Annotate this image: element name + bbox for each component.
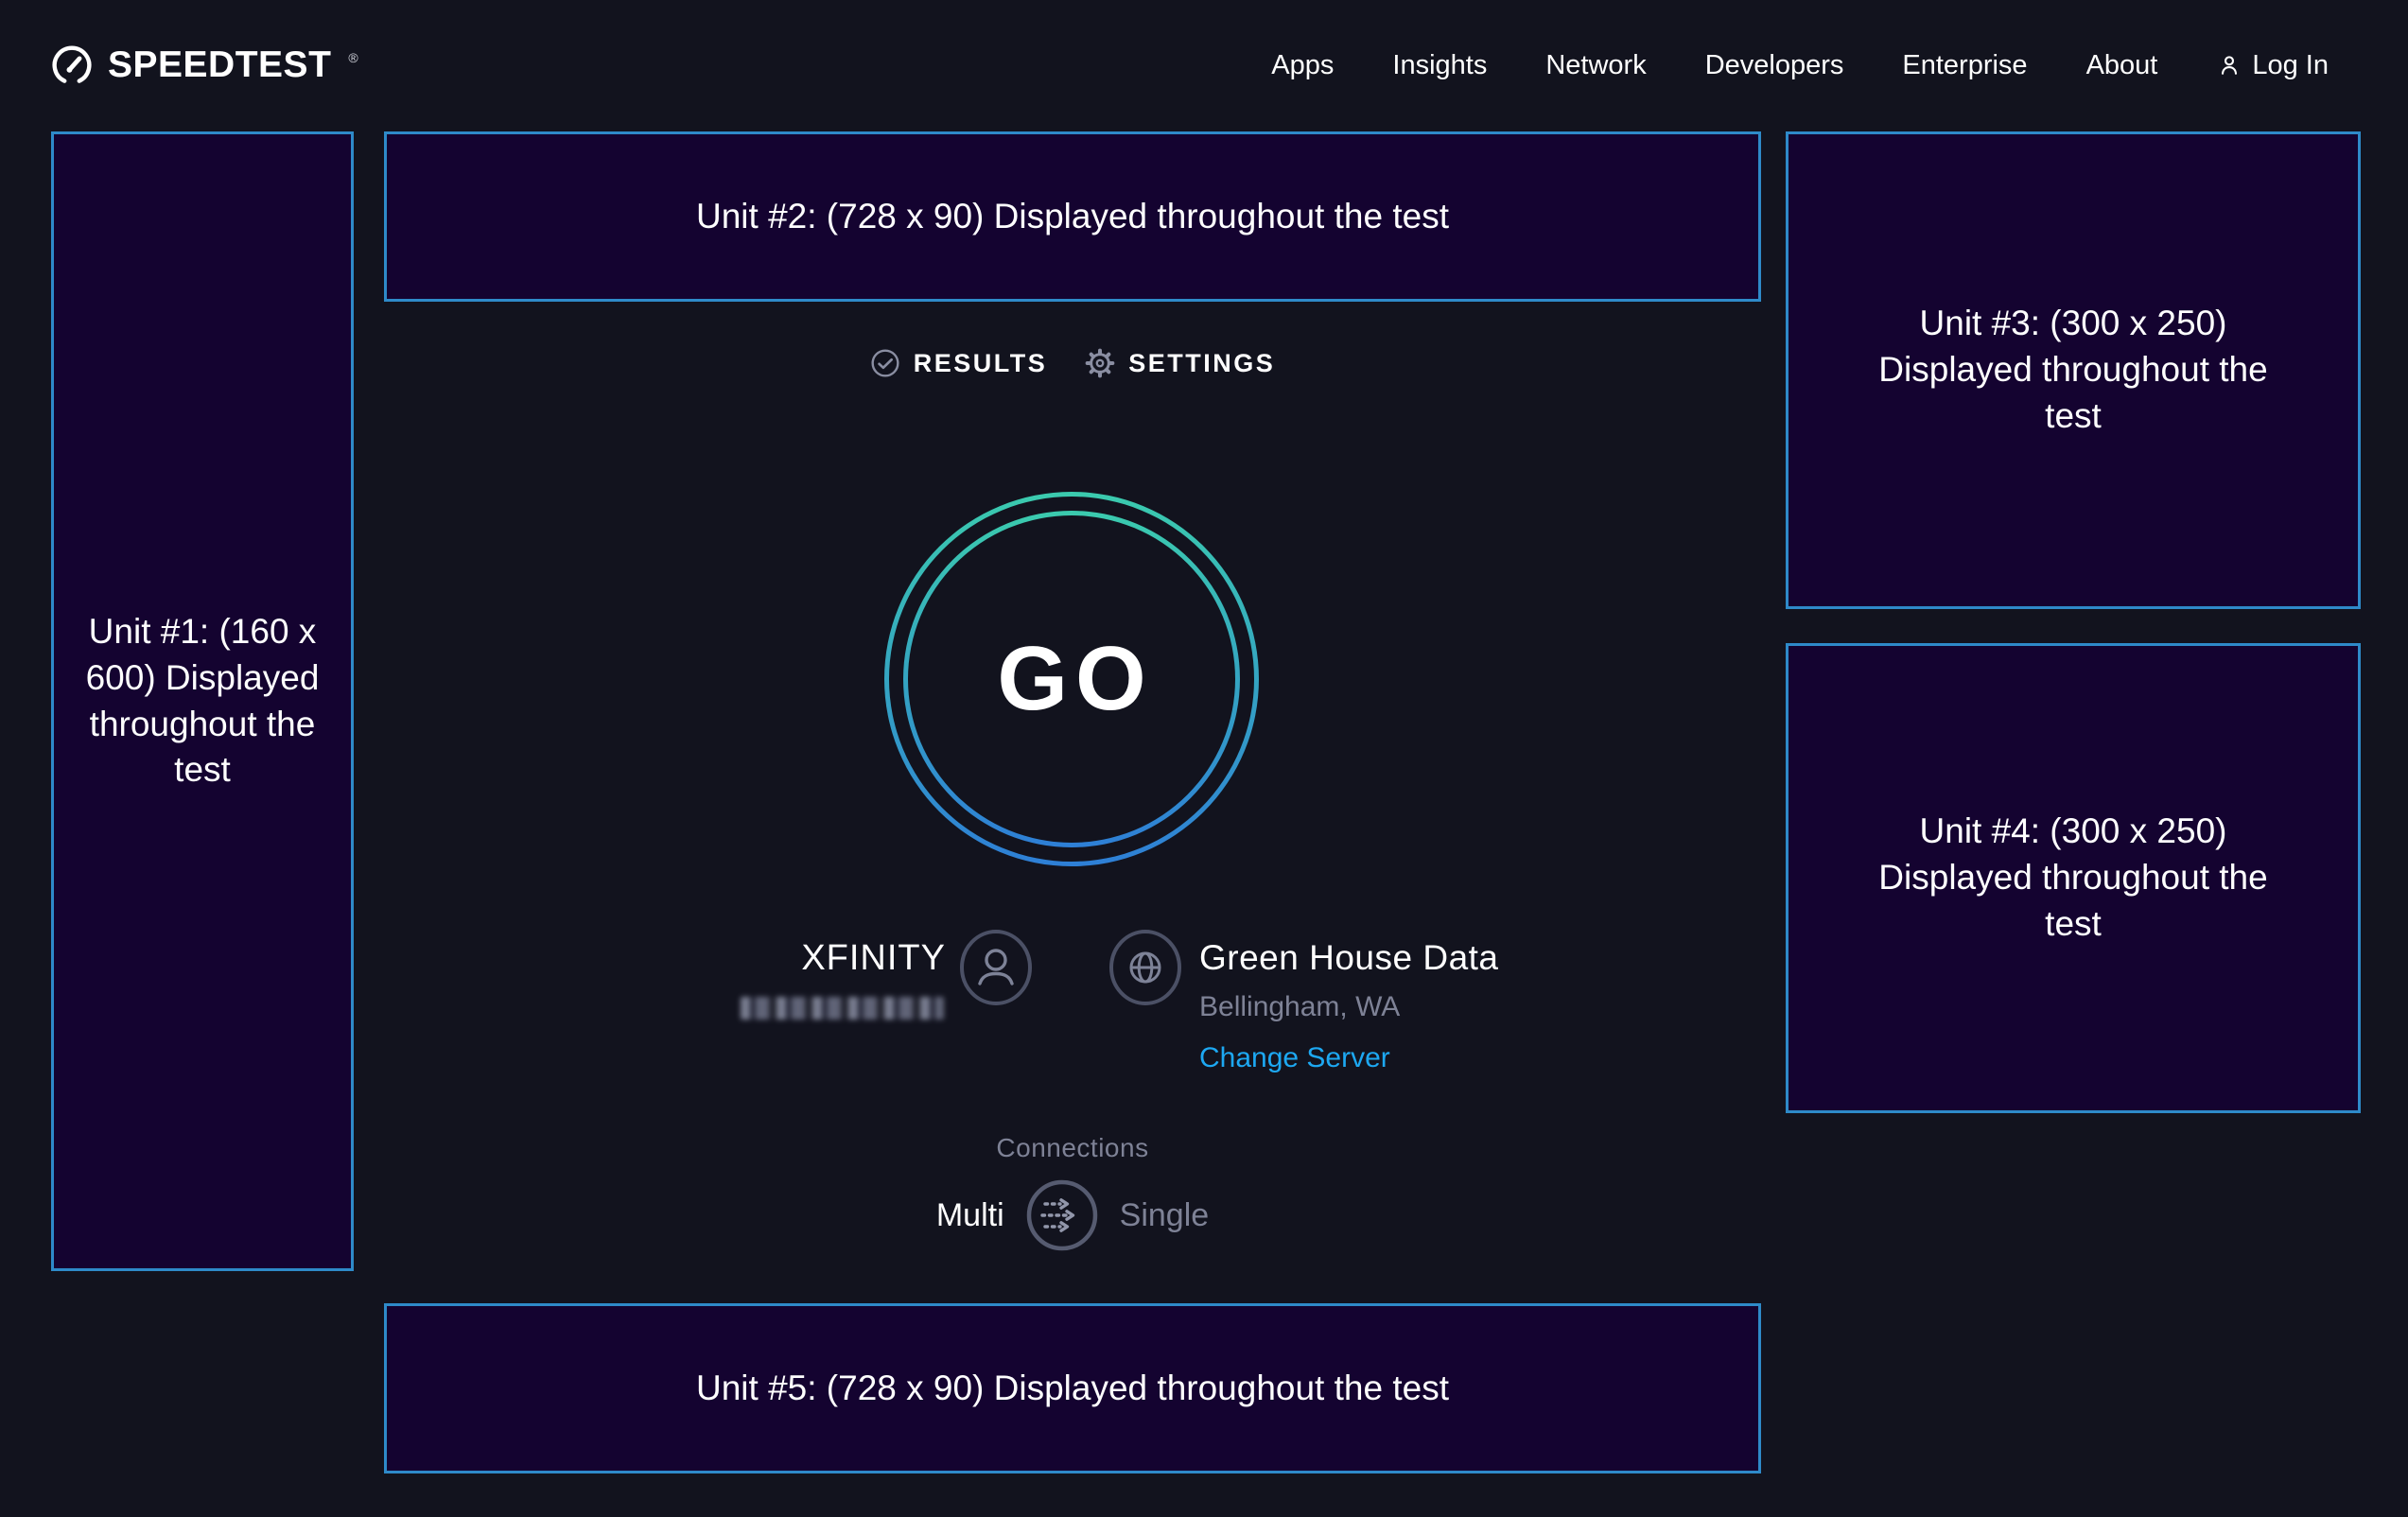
server-info: Green House Data Bellingham, WA Change S… — [1199, 938, 1499, 1074]
tab-settings[interactable]: SETTINGS — [1085, 348, 1275, 378]
ad-unit-5-label: Unit #5: (728 x 90) Displayed throughout… — [696, 1368, 1449, 1407]
server-location: Bellingham, WA — [1199, 991, 1401, 1022]
tab-bar: RESULTS SETTINGS — [384, 348, 1761, 378]
ad-unit-2-label: Unit #2: (728 x 90) Displayed throughout… — [696, 196, 1449, 235]
connections-toggle: Multi Single — [384, 1178, 1761, 1252]
server-globe-icon[interactable] — [1108, 929, 1182, 1006]
nav-item-apps[interactable]: Apps — [1271, 49, 1335, 80]
nav-item-enterprise[interactable]: Enterprise — [1902, 49, 2028, 80]
tab-settings-label: SETTINGS — [1128, 348, 1276, 377]
nav-item-network[interactable]: Network — [1545, 49, 1647, 80]
server-name: Green House Data — [1199, 938, 1499, 977]
change-server-link[interactable]: Change Server — [1199, 1042, 1390, 1073]
ad-unit-3[interactable]: Unit #3: (300 x 250) Displayed throughou… — [1786, 131, 2361, 609]
ad-unit-4-label: Unit #4: (300 x 250) Displayed throughou… — [1878, 811, 2268, 943]
connections-multi-option[interactable]: Multi — [935, 1196, 1004, 1233]
isp-name: XFINITY — [801, 938, 946, 978]
go-button[interactable]: GO — [884, 492, 1259, 866]
tab-results[interactable]: RESULTS — [870, 348, 1048, 378]
top-nav: SPEEDTEST ® Apps Insights Network Develo… — [0, 0, 2408, 131]
go-button-label: GO — [997, 628, 1154, 729]
speedtest-logo[interactable]: SPEEDTEST ® — [51, 44, 358, 86]
nav-item-about[interactable]: About — [2085, 49, 2158, 80]
isp-user-icon — [960, 930, 1032, 1005]
multi-connection-icon[interactable] — [1025, 1178, 1099, 1252]
go-inner-ring — [903, 511, 1240, 847]
connections-single-option[interactable]: Single — [1119, 1196, 1210, 1233]
isp-details-redacted — [741, 997, 944, 1020]
ad-unit-3-label: Unit #3: (300 x 250) Displayed throughou… — [1878, 304, 2268, 435]
connections-label: Connections — [996, 1133, 1149, 1162]
nav-menu: Apps Insights Network Developers Enterpr… — [1271, 50, 2329, 81]
nav-item-insights[interactable]: Insights — [1392, 49, 1488, 80]
login-label: Log In — [2252, 49, 2329, 80]
ad-unit-5[interactable]: Unit #5: (728 x 90) Displayed throughout… — [384, 1303, 1761, 1473]
login-button[interactable]: Log In — [2216, 50, 2329, 81]
speedometer-icon — [52, 45, 92, 83]
ad-unit-4[interactable]: Unit #4: (300 x 250) Displayed throughou… — [1786, 643, 2361, 1113]
ad-unit-1-label: Unit #1: (160 x 600) Displayed throughou… — [85, 611, 320, 790]
ad-unit-1[interactable]: Unit #1: (160 x 600) Displayed throughou… — [51, 131, 354, 1271]
gear-icon — [1085, 348, 1115, 378]
logo-text: SPEEDTEST — [108, 44, 332, 85]
user-icon — [2222, 56, 2238, 75]
nav-item-developers[interactable]: Developers — [1704, 49, 1844, 80]
ad-unit-2[interactable]: Unit #2: (728 x 90) Displayed throughout… — [384, 131, 1761, 302]
check-circle-icon — [871, 349, 899, 377]
tab-results-label: RESULTS — [913, 348, 1048, 377]
logo-trademark: ® — [348, 50, 358, 65]
